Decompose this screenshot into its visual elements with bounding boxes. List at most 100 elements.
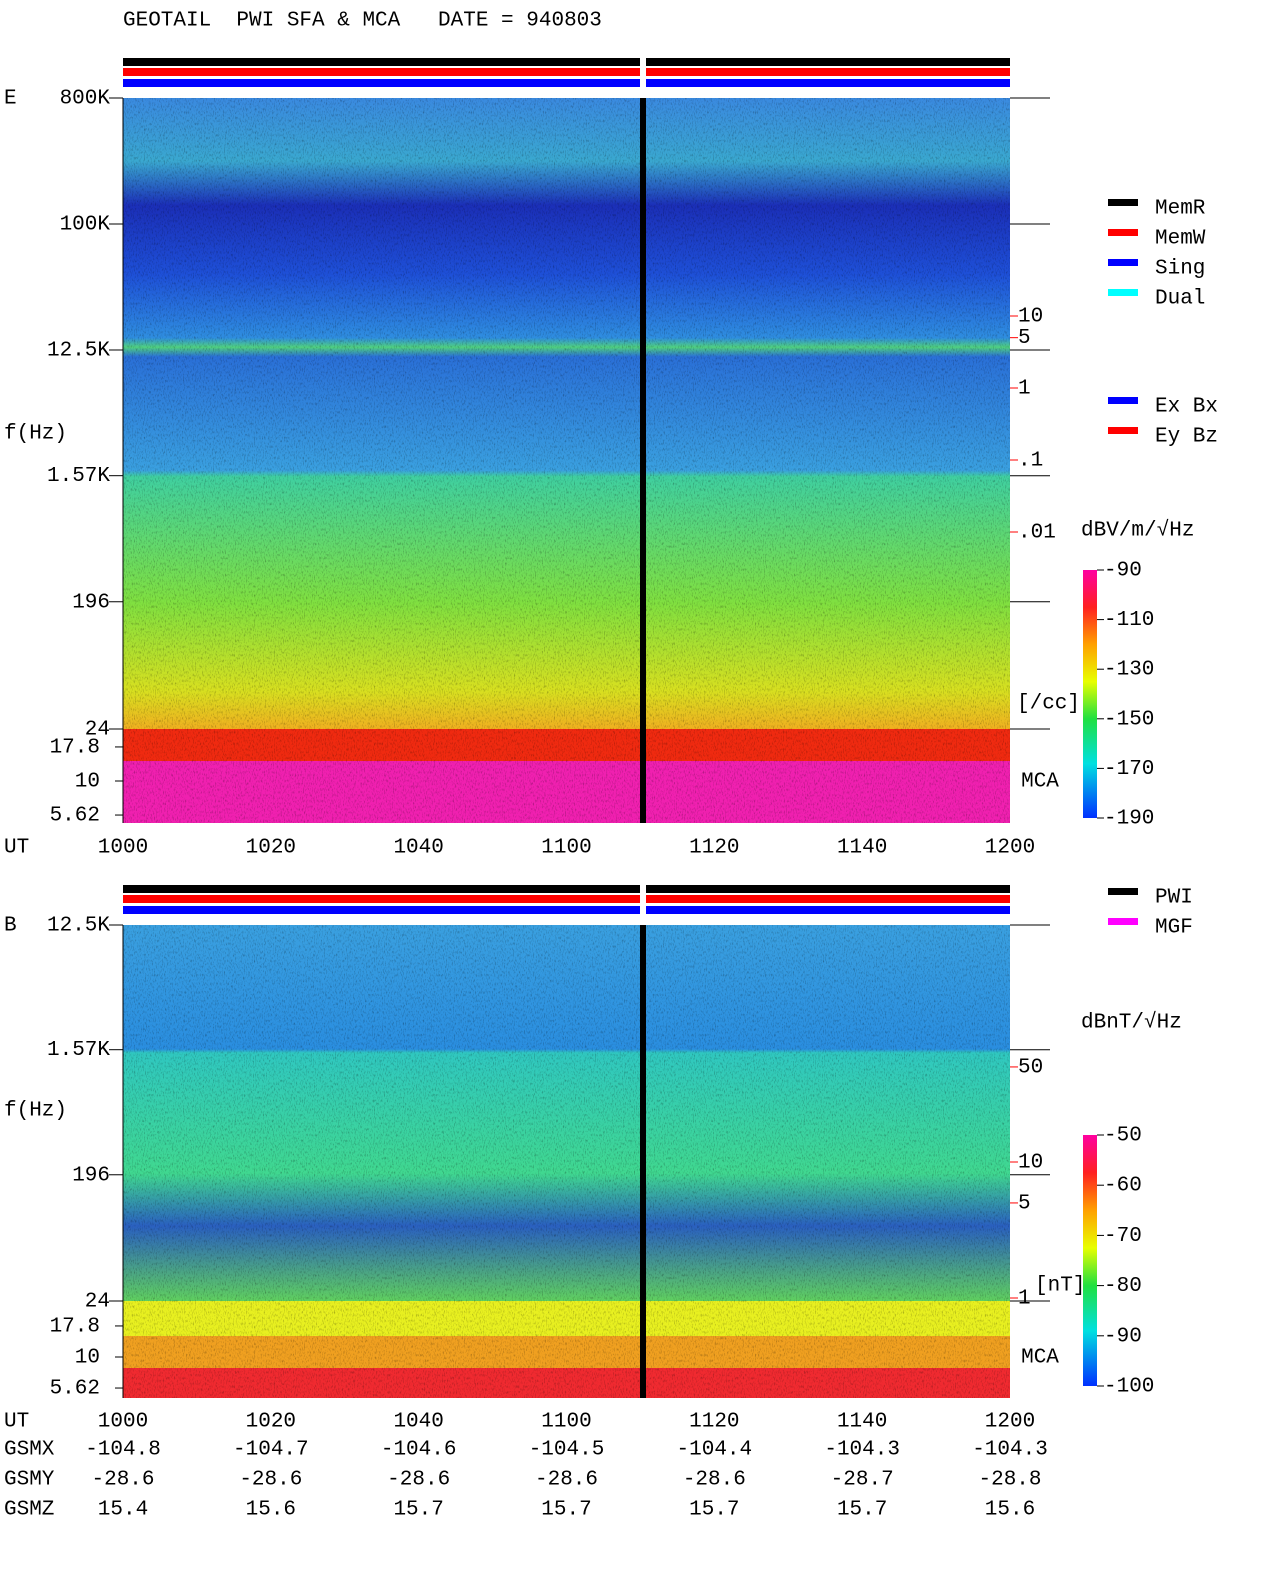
y-tick-label: 24 <box>85 1291 110 1314</box>
row-value: -104.4 <box>677 1439 753 1462</box>
speckle <box>123 98 1010 823</box>
legend-swatch <box>1108 229 1138 236</box>
data-gap-line <box>640 98 646 823</box>
right-tick-label: 5 <box>1018 327 1031 350</box>
colorbar-tick-label: -190 <box>1104 808 1154 831</box>
row-value: -104.5 <box>529 1439 605 1462</box>
panel-label: E <box>4 88 17 111</box>
row-value: -28.6 <box>239 1469 302 1492</box>
right-tick-label: 1 <box>1018 378 1031 401</box>
row-value: -28.6 <box>683 1469 746 1492</box>
row-value: -104.3 <box>972 1439 1048 1462</box>
y-tick-label: 1.57K <box>47 1039 110 1062</box>
legend-label: MGF <box>1155 917 1193 940</box>
x-tick-label: 1020 <box>246 1411 296 1434</box>
legend-swatch <box>1108 259 1138 266</box>
colorbar-tick-label: -70 <box>1104 1225 1142 1248</box>
x-tick-label: 1140 <box>837 837 887 860</box>
x-tick-label: 1040 <box>393 1411 443 1434</box>
legend-label: Dual <box>1155 288 1205 311</box>
mca-tick-label: 17.8 <box>50 736 100 759</box>
right-axis-label: [/cc] <box>1017 693 1080 716</box>
right-tick-label: 1 <box>1018 1288 1031 1311</box>
colorbar-tick-label: -130 <box>1104 659 1154 682</box>
row-value: -104.7 <box>233 1439 309 1462</box>
row-label: GSMY <box>4 1469 55 1492</box>
legend-label: MemR <box>1155 198 1206 221</box>
colorbar-label: dBnT/√Hz <box>1081 1011 1182 1035</box>
legend-label: PWI <box>1155 887 1193 910</box>
row-value: -28.6 <box>387 1469 450 1492</box>
x-tick-label: 1100 <box>541 837 591 860</box>
legend-swatch <box>1108 918 1138 925</box>
status-bar <box>123 79 1010 87</box>
y-tick-label: 100K <box>60 214 111 237</box>
x-tick-label: 1200 <box>985 1411 1035 1434</box>
colorbar-tick-label: -60 <box>1104 1175 1142 1198</box>
right-tick-label: .01 <box>1018 522 1056 545</box>
legend-label: Ey Bz <box>1155 426 1218 449</box>
row-value: -104.8 <box>85 1439 161 1462</box>
row-value: 15.7 <box>689 1499 739 1522</box>
status-bar <box>123 58 1010 66</box>
y-tick-label: 12.5K <box>47 915 110 938</box>
legend-label: Ex Bx <box>1155 396 1218 419</box>
legend-label: Sing <box>1155 258 1205 281</box>
colorbar-tick-label: -100 <box>1104 1376 1154 1399</box>
y-tick-label: 196 <box>72 1164 110 1187</box>
mca-tick-label: 10 <box>75 771 100 794</box>
colorbar-tick-label: -150 <box>1104 708 1154 731</box>
row-value: -28.6 <box>535 1469 598 1492</box>
status-bar <box>123 906 1010 914</box>
x-tick-label: 1020 <box>246 837 296 860</box>
legend-swatch <box>1108 427 1138 434</box>
y-axis-label: f(Hz) <box>4 1100 67 1123</box>
data-gap-line <box>640 925 646 1398</box>
title: GEOTAIL PWI SFA & MCA DATE = 940803 <box>123 10 602 33</box>
x-axis-label: UT <box>4 1411 29 1434</box>
colorbar <box>1083 1135 1097 1386</box>
y-tick-label: 12.5K <box>47 340 110 363</box>
speckle <box>123 925 1010 1398</box>
mca-tick-label: 5.62 <box>50 1378 100 1401</box>
x-axis-label: UT <box>4 837 29 860</box>
row-value: -28.6 <box>91 1469 154 1492</box>
row-value: 15.7 <box>541 1499 591 1522</box>
right-tick-label: .1 <box>1018 450 1043 473</box>
mca-label: MCA <box>1021 1347 1059 1370</box>
row-label: GSMX <box>4 1439 55 1462</box>
status-gap <box>640 58 646 87</box>
x-tick-label: 1120 <box>689 837 739 860</box>
mca-tick-label: 10 <box>75 1347 100 1370</box>
legend-swatch <box>1108 289 1138 296</box>
x-tick-label: 1100 <box>541 1411 591 1434</box>
right-axis-label: [nT] <box>1035 1275 1085 1298</box>
colorbar-tick-label: -90 <box>1104 1325 1142 1348</box>
status-bar <box>123 895 1010 903</box>
colorbar-tick-label: -50 <box>1104 1125 1142 1148</box>
x-tick-label: 1040 <box>393 837 443 860</box>
row-value: 15.6 <box>246 1499 296 1522</box>
colorbar-tick-label: -110 <box>1104 609 1154 632</box>
status-bar <box>123 885 1010 893</box>
mca-tick-label: 5.62 <box>50 805 100 828</box>
right-tick-label: 10 <box>1018 306 1043 329</box>
panel-label: B <box>4 915 17 938</box>
y-tick-label: 196 <box>72 591 110 614</box>
legend-swatch <box>1108 199 1138 206</box>
mca-label: MCA <box>1021 771 1059 794</box>
row-value: -28.8 <box>978 1469 1041 1492</box>
row-value: 15.7 <box>837 1499 887 1522</box>
row-value: 15.7 <box>393 1499 443 1522</box>
right-tick-label: 10 <box>1018 1152 1043 1175</box>
row-value: -104.6 <box>381 1439 457 1462</box>
colorbar-tick-label: -170 <box>1104 758 1154 781</box>
row-value: 15.6 <box>985 1499 1035 1522</box>
colorbar <box>1083 570 1097 818</box>
mca-tick-label: 17.8 <box>50 1315 100 1338</box>
status-gap <box>640 885 646 914</box>
row-label: GSMZ <box>4 1499 54 1522</box>
